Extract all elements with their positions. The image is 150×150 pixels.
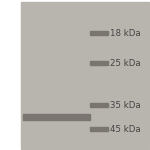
Text: 35 kDa: 35 kDa (110, 100, 141, 109)
Bar (90, 127, 108, 131)
Text: 18 kDa: 18 kDa (110, 28, 141, 38)
Bar (90, 31, 108, 35)
Bar (90, 61, 108, 65)
Bar (21, 2, 148, 148)
Text: 25 kDa: 25 kDa (110, 58, 141, 68)
Bar (90, 103, 108, 107)
Text: 45 kDa: 45 kDa (110, 124, 141, 134)
Bar (23, 114, 90, 120)
